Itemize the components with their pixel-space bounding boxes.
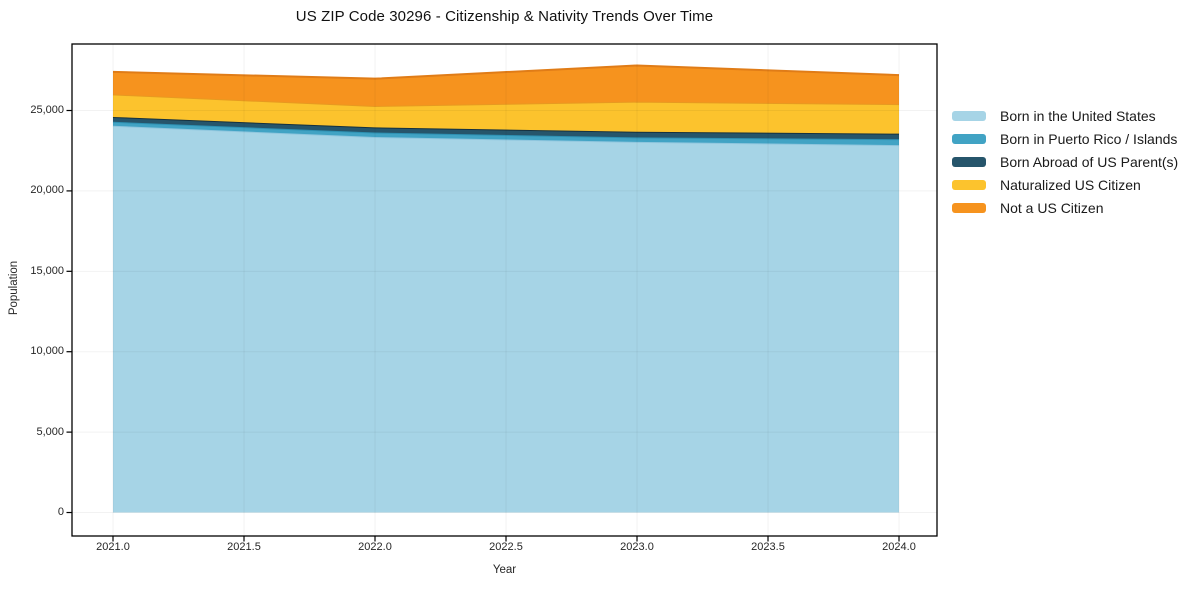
- legend-swatch: [952, 156, 986, 167]
- x-tick-label: 2022.0: [358, 541, 392, 553]
- x-tick-label: 2022.5: [489, 541, 523, 553]
- legend-item: Born Abroad of US Parent(s): [952, 150, 1178, 173]
- legend-swatch: [952, 110, 986, 121]
- legend-label: Born in Puerto Rico / Islands: [1000, 130, 1178, 147]
- legend-item: Born in the United States: [952, 104, 1178, 127]
- y-tick-label: 25,000: [30, 104, 64, 116]
- area-born-in-puerto-rico-islands: [113, 121, 900, 146]
- legend-item: Naturalized US Citizen: [952, 174, 1178, 197]
- legend: Born in the United States Born in Puerto …: [952, 104, 1178, 220]
- y-tick-label: 20,000: [30, 184, 64, 197]
- legend-label: Born Abroad of US Parent(s): [1000, 153, 1179, 170]
- legend-swatch: [952, 180, 986, 191]
- legend-swatch: [952, 203, 986, 214]
- legend-swatch: [952, 133, 986, 144]
- area-naturalized-us-citizen: [113, 94, 900, 134]
- x-axis-title: Year: [492, 564, 517, 576]
- x-tick-label: 2021.0: [96, 541, 130, 553]
- area-born-abroad-of-us-parent-s-: [113, 116, 900, 140]
- y-axis-title: Population: [8, 260, 20, 316]
- x-tick-label: 2024.0: [882, 541, 916, 553]
- y-tick-label: 15,000: [30, 264, 64, 277]
- y-tick-label: 0: [57, 506, 64, 519]
- legend-item: Not a US Citizen: [952, 197, 1178, 220]
- area-not-a-us-citizen: [113, 65, 900, 107]
- legend-item: Born in Puerto Rico / Islands: [952, 127, 1178, 150]
- legend-label: Not a US Citizen: [1000, 200, 1104, 217]
- x-tick-label: 2023.5: [751, 541, 785, 553]
- area-top-line: [112, 93, 900, 108]
- area-top-line: [112, 64, 900, 80]
- y-tick-label: 10,000: [30, 345, 64, 358]
- x-tick-label: 2023.0: [620, 541, 654, 553]
- x-tick-label: 2021.5: [227, 541, 261, 553]
- plot-frame: [71, 43, 938, 537]
- legend-label: Born in the United States: [1000, 107, 1156, 124]
- area-born-in-the-united-states: [113, 125, 900, 513]
- y-tick-label: 5,000: [36, 425, 64, 438]
- chart-title: US ZIP Code 30296 - Citizenship & Nativi…: [295, 8, 714, 25]
- legend-label: Naturalized US Citizen: [1000, 177, 1141, 194]
